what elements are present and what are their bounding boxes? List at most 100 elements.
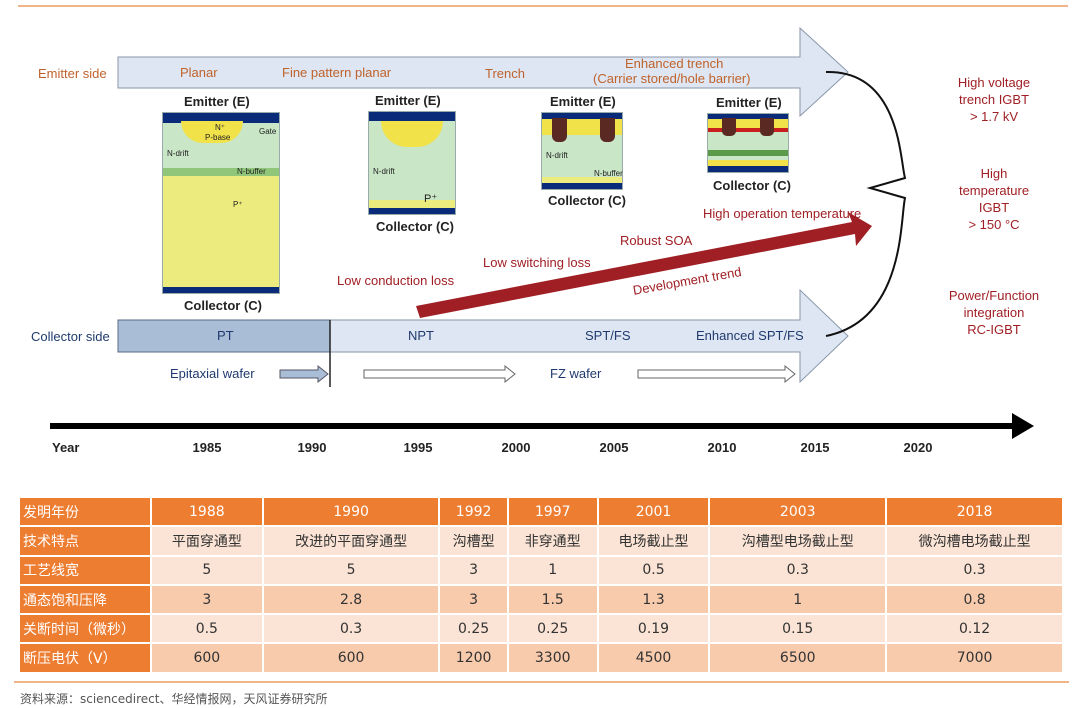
device1-collector-label: Collector (C) (184, 298, 262, 313)
stage-enhanced-spt-fs: Enhanced SPT/FS (696, 328, 804, 343)
top-rule (18, 5, 1068, 7)
table-cell: 0.5 (150, 613, 264, 645)
wafer-epitaxial: Epitaxial wafer (170, 366, 255, 381)
row-label: 工艺线宽 (18, 554, 152, 586)
layer-label: N⁺ (215, 123, 225, 132)
stage-npt: NPT (408, 328, 434, 343)
trend-low-conduction-loss: Low conduction loss (337, 273, 455, 288)
outcome-line: Power/Function (948, 288, 1040, 303)
trend-low-switching-loss: Low switching loss (483, 255, 591, 270)
table-cell: 5 (150, 554, 264, 586)
layer-label: N-buffer (594, 169, 623, 178)
brace (825, 70, 907, 337)
outcome-line: High voltage (957, 75, 1031, 90)
development-trend-arrow (416, 212, 872, 318)
pt-band (117, 319, 331, 353)
table-cell: 0.8 (885, 583, 1064, 616)
table-row: 工艺线宽 5 5 3 1 0.5 0.3 0.3 (18, 554, 1064, 586)
year-tick: 2005 (599, 440, 629, 455)
device3-emitter-label: Emitter (E) (550, 94, 616, 109)
table-cell: 0.19 (596, 613, 711, 645)
table-cell: 7000 (885, 642, 1064, 674)
outcome-high-voltage: High voltage trench IGBT > 1.7 kV (929, 74, 1059, 125)
table-cell: 0.12 (885, 613, 1064, 645)
year-tick: 2000 (501, 440, 531, 455)
diagram-graphics (50, 26, 1034, 439)
device-npt: N-drift P⁺ (368, 111, 456, 215)
table-row: 断压电伏（V） 600 600 1200 3300 4500 6500 7000 (18, 642, 1064, 674)
row-label: 关断时间（微秒） (18, 613, 152, 645)
row-label: 发明年份 (18, 495, 152, 528)
outcome-line: trench IGBT (958, 92, 1030, 107)
table-cell: 2.8 (261, 583, 441, 616)
table-cell: 沟槽型 (438, 525, 509, 557)
table-cell: 1992 (438, 495, 509, 528)
layer-label: P⁺ (424, 193, 438, 205)
year-tick: 2020 (903, 440, 933, 455)
table-cell: 1200 (438, 642, 509, 674)
table-cell: 0.3 (261, 613, 441, 645)
epitaxial-arrow (279, 364, 329, 384)
table-cell: 非穿通型 (506, 525, 599, 557)
table-cell: 1990 (261, 495, 441, 528)
table-cell: 0.25 (506, 613, 599, 645)
table-cell: 5 (261, 554, 441, 586)
year-tick: 2010 (707, 440, 737, 455)
outcome-line: > 150 °C (968, 217, 1020, 232)
layer-label: N-buffer (237, 167, 266, 176)
fz-arrow-1 (363, 364, 516, 384)
table-cell: 600 (261, 642, 441, 674)
device3-collector-label: Collector (C) (548, 193, 626, 208)
table-row: 通态饱和压降 3 2.8 3 1.5 1.3 1 0.8 (18, 583, 1064, 616)
stage-fine-pattern-planar: Fine pattern planar (282, 65, 392, 80)
stage-pt: PT (217, 328, 234, 343)
table-cell: 3 (438, 554, 509, 586)
layer-label: N-drift (167, 149, 189, 158)
stage-enhanced-trench: Enhanced trench (625, 56, 724, 71)
device4-emitter-label: Emitter (E) (716, 95, 782, 110)
table-cell: 沟槽型电场截止型 (708, 525, 888, 557)
year-tick: 1985 (192, 440, 222, 455)
device-pt-planar: N⁺ P-base Gate N-drift N-buffer P⁺ (162, 112, 280, 294)
table-cell: 1.5 (506, 583, 599, 616)
emitter-side-label: Emitter side (38, 66, 107, 81)
table-row: 技术特点 平面穿通型 改进的平面穿通型 沟槽型 非穿通型 电场截止型 沟槽型电场截止型 微沟槽… (18, 525, 1064, 557)
year-tick: 1990 (297, 440, 327, 455)
row-label: 断压电伏（V） (18, 642, 152, 674)
year-tick: 2015 (800, 440, 830, 455)
table-row: 发明年份 1988 1990 1992 1997 2001 2003 2018 (18, 495, 1064, 528)
wafer-fz: FZ wafer (550, 366, 602, 381)
layer-label: N-drift (546, 151, 568, 160)
source-note: 资料来源：sciencedirect、华经情报网，天风证券研究所 (20, 692, 328, 706)
layer-label: Gate (259, 127, 277, 136)
table-cell: 2003 (708, 495, 888, 528)
table-cell: 0.3 (708, 554, 888, 586)
table-cell: 改进的平面穿通型 (261, 525, 441, 557)
table-cell: 6500 (708, 642, 888, 674)
table-cell: 2001 (596, 495, 711, 528)
table-cell: 600 (150, 642, 264, 674)
table-cell: 0.25 (438, 613, 509, 645)
outcome-line: High (980, 166, 1008, 181)
table-cell: 1988 (150, 495, 264, 528)
outcome-line: temperature (958, 183, 1030, 198)
table-cell: 3 (438, 583, 509, 616)
table-cell: 0.5 (596, 554, 711, 586)
outcome-line: integration (963, 305, 1025, 320)
table-cell: 4500 (596, 642, 711, 674)
table-cell: 1.3 (596, 583, 711, 616)
row-label: 通态饱和压降 (18, 583, 152, 616)
stage-spt-fs: SPT/FS (585, 328, 631, 343)
stage-trench: Trench (485, 66, 525, 81)
stage-planar: Planar (180, 65, 218, 80)
table-cell: 电场截止型 (596, 525, 711, 557)
timeline-arrow (50, 413, 1034, 439)
table-cell: 1 (506, 554, 599, 586)
table-cell: 微沟槽电场截止型 (885, 525, 1064, 557)
table-cell: 0.15 (708, 613, 888, 645)
table-cell: 1 (708, 583, 888, 616)
device2-collector-label: Collector (C) (376, 219, 454, 234)
fz-arrow-2 (637, 364, 796, 384)
trend-robust-soa: Robust SOA (620, 233, 693, 248)
table-cell: 3 (150, 583, 264, 616)
